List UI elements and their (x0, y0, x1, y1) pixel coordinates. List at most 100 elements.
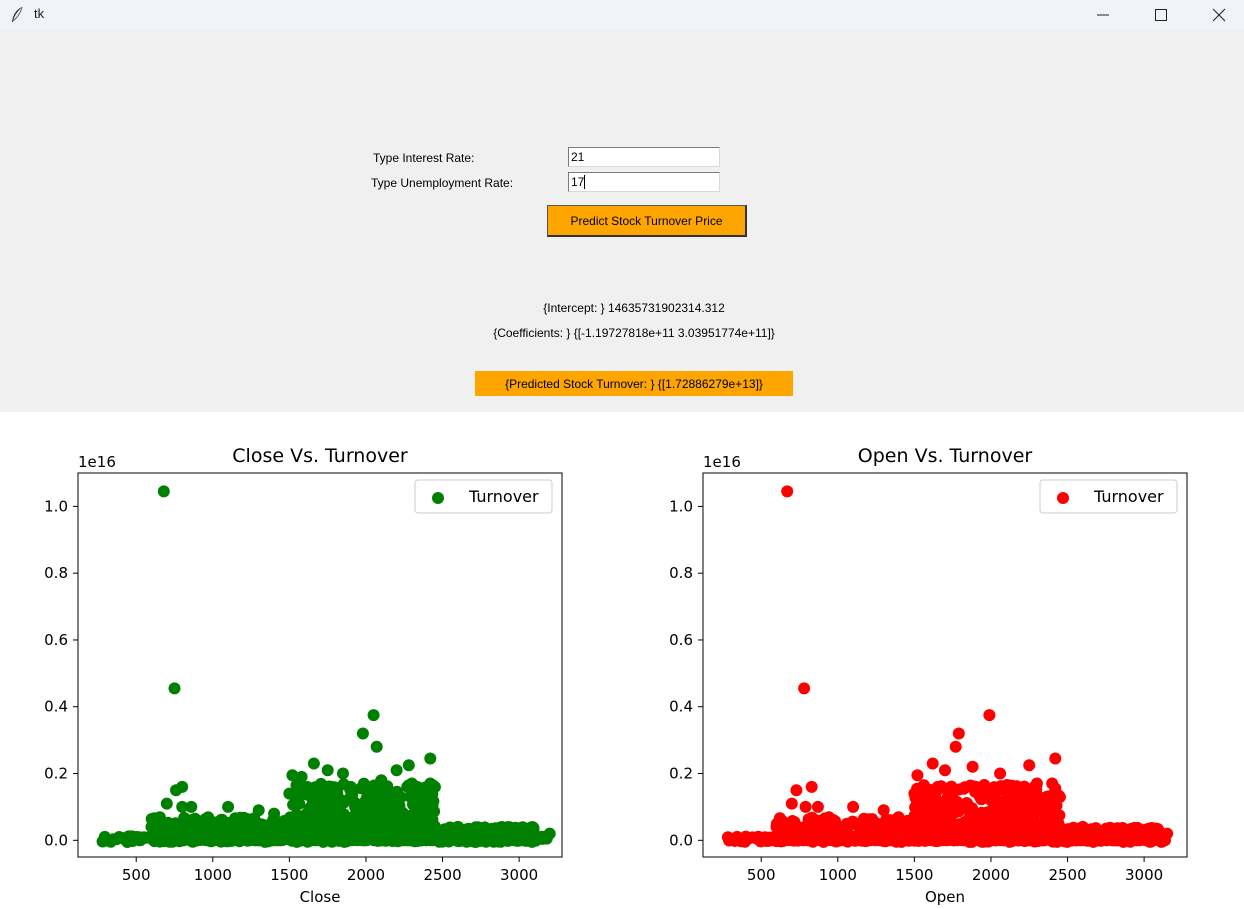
intercept-label: {Intercept: } 14635731902314.312 (543, 301, 725, 315)
scatter-point (1076, 820, 1089, 833)
scatter-point (956, 834, 969, 846)
scatter-point (293, 797, 306, 810)
coefficients-label: {Coefficients: } {[-1.19727818e+11 3.039… (493, 326, 775, 340)
title-bar: tk (0, 0, 1244, 30)
scatter-point (307, 757, 320, 770)
scatter-point (395, 791, 407, 804)
plot-frame (702, 472, 1188, 858)
close-button[interactable] (1190, 0, 1244, 30)
scatter-point (148, 830, 161, 843)
open-vs-turnover-plot: 500 1000 1500 2000 2500 3000 0.0 0.2 0.4 0.6 0.8 1.… (669, 445, 1188, 906)
scatter-point (953, 822, 966, 835)
scatter-point (774, 834, 787, 847)
scatter-point (375, 774, 388, 787)
y-tick-label: 0.4 (44, 698, 68, 716)
scatter-point (359, 794, 372, 807)
scatter-point (390, 764, 403, 777)
legend-label: Turnover (468, 487, 539, 506)
scatter-point (1093, 834, 1106, 846)
scatter-point (172, 820, 185, 833)
x-tick-label: 1000 (819, 866, 857, 884)
x-tick-label: 500 (747, 866, 776, 884)
scatter-point (251, 830, 263, 843)
text-caret (584, 175, 586, 189)
y-tick-label: 0.2 (669, 765, 693, 783)
y-tick-label: 0.6 (44, 631, 68, 649)
interest-rate-input[interactable]: 21 (568, 147, 720, 167)
scatter-point (377, 791, 390, 803)
y-tick-label: 0.2 (44, 765, 68, 783)
legend-marker (432, 492, 444, 504)
legend-box (414, 479, 553, 514)
scatter-point (1107, 824, 1120, 837)
scatter-point (785, 797, 798, 810)
scatter-point (191, 817, 204, 830)
scatter-point (501, 821, 514, 834)
y-tick-label: 0.8 (669, 564, 693, 582)
scatter-point (847, 800, 860, 813)
scatter-point (295, 770, 308, 783)
scatter-point (185, 800, 198, 813)
scatter-point (337, 767, 349, 780)
scatter-point (126, 830, 139, 843)
scatter-point (980, 806, 993, 819)
scatter-point (252, 804, 265, 817)
maximize-button[interactable] (1132, 0, 1190, 30)
scatter-point (927, 794, 940, 807)
predict-button[interactable]: Predict Stock Turnover Price (547, 205, 747, 237)
scatter-point (877, 804, 890, 817)
unemployment-rate-label: Type Unemployment Rate: (371, 176, 514, 190)
scatter-point (337, 796, 350, 809)
scatter-point (425, 806, 438, 819)
x-axis-label: Close (300, 888, 341, 906)
scatter-point (352, 829, 365, 842)
scatter-point (1023, 759, 1036, 772)
scatter-point (1138, 824, 1151, 837)
scatter-point (168, 682, 181, 695)
maximize-icon (1155, 9, 1167, 21)
scatter-point (268, 829, 281, 841)
scatter-point (513, 824, 526, 837)
scatter-point (291, 823, 304, 836)
minimize-button[interactable] (1074, 0, 1132, 30)
chart-title: Close Vs. Turnover (232, 445, 408, 467)
scatter-point (451, 820, 464, 833)
scatter-point (834, 824, 847, 837)
scatter-point (952, 805, 965, 818)
scatter-point (975, 793, 988, 806)
scatter-point (489, 834, 502, 847)
scatter-point (1047, 817, 1060, 830)
scatter-points (96, 485, 556, 848)
y-tick-label: 0.4 (669, 698, 693, 716)
scatter-point (295, 788, 308, 801)
scatter-point (1014, 832, 1027, 845)
minimize-icon (1097, 14, 1109, 16)
scatter-point (737, 833, 750, 846)
scatter-point (966, 760, 979, 773)
scatter-points (721, 485, 1174, 848)
scatter-point (770, 820, 783, 833)
interest-rate-value: 21 (571, 150, 585, 164)
scatter-point (237, 814, 250, 827)
scatter-point (314, 800, 326, 813)
scatter-point (1030, 777, 1043, 790)
scatter-point (908, 787, 921, 800)
scatter-point (841, 834, 854, 846)
feather-icon (12, 6, 23, 22)
scatter-point (159, 825, 172, 838)
scatter-point (392, 809, 405, 822)
scatter-point (816, 817, 829, 830)
scatter-point (160, 797, 173, 810)
scatter-point (781, 485, 794, 498)
scatter-point (383, 828, 396, 841)
scatter-point (528, 827, 541, 840)
scatter-point (1022, 812, 1035, 825)
y-scale-label: 1e16 (78, 453, 116, 471)
scatter-point (252, 817, 265, 830)
legend-label: Turnover (1093, 487, 1164, 506)
unemployment-rate-input[interactable]: 17 (568, 172, 720, 192)
scatter-point (963, 805, 976, 818)
y-tick-label: 0.0 (669, 831, 693, 849)
scatter-point (862, 814, 875, 827)
scatter-point (315, 834, 328, 847)
